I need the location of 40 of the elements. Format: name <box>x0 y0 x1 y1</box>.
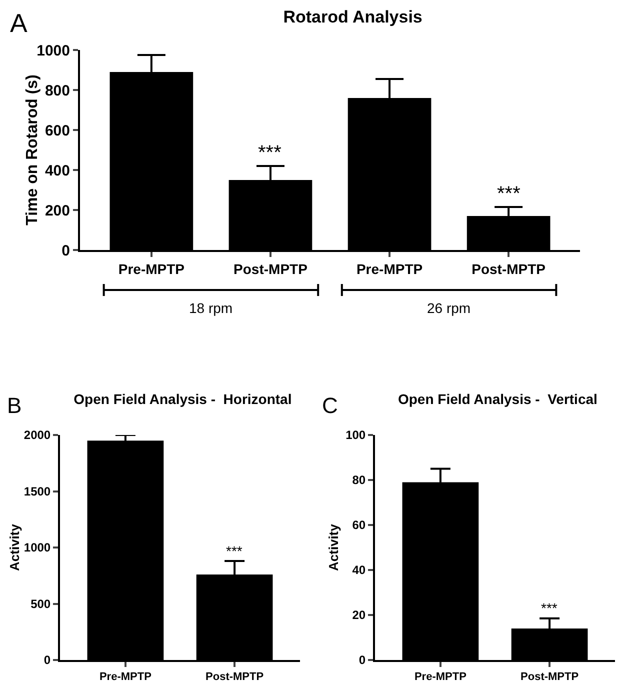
y-axis-title: Activity <box>6 523 22 571</box>
annotation: *** <box>541 600 558 616</box>
text: 26 rpm <box>427 300 471 316</box>
x-tick-label: Pre-MPTP <box>356 260 423 277</box>
x-tick-label: Post-MPTP <box>520 671 579 684</box>
y-tick-label: 1500 <box>24 484 51 498</box>
y-tick-label: 400 <box>44 162 70 180</box>
y-tick-label: 200 <box>44 202 70 220</box>
chart-title: Open Field Analysis - Horizontal <box>74 390 292 407</box>
text: 18 rpm <box>189 300 233 316</box>
x-tick-label: Pre-MPTP <box>414 671 466 684</box>
x-tick-label: Post-MPTP <box>234 260 308 277</box>
x-tick-label: Pre-MPTP <box>118 260 184 277</box>
x-tick-label: Post-MPTP <box>206 671 264 684</box>
y-tick-label: 0 <box>44 653 51 668</box>
x-tick-label: Pre-MPTP <box>99 671 152 684</box>
x-tick-label: Post-MPTP <box>472 260 546 277</box>
y-tick-label: 100 <box>346 428 366 442</box>
annotation: *** <box>497 183 521 205</box>
y-tick-label: 60 <box>352 518 366 532</box>
y-tick-label: 800 <box>44 82 70 100</box>
y-tick-label: 1000 <box>24 540 51 555</box>
chart-title: Rotarod Analysis <box>283 7 422 26</box>
y-tick-label: 500 <box>30 596 51 611</box>
y-tick-label: 0 <box>62 242 70 260</box>
y-tick-label: 2000 <box>24 428 51 442</box>
y-tick-label: 20 <box>352 608 366 622</box>
y-tick-label: 40 <box>352 563 366 578</box>
text: B <box>7 393 22 418</box>
text: C <box>322 393 338 418</box>
y-axis-title: Activity <box>326 523 341 571</box>
text: A <box>10 8 28 38</box>
y-tick-label: 1000 <box>36 42 70 60</box>
y-tick-label: 80 <box>352 473 366 488</box>
y-tick-label: 0 <box>358 653 366 668</box>
annotation: *** <box>226 543 243 559</box>
annotation: *** <box>258 142 282 164</box>
y-axis-title: Time on Rotarod (s) <box>24 74 41 226</box>
chart-title: Open Field Analysis - Vertical <box>398 390 598 407</box>
y-tick-label: 600 <box>44 122 70 140</box>
